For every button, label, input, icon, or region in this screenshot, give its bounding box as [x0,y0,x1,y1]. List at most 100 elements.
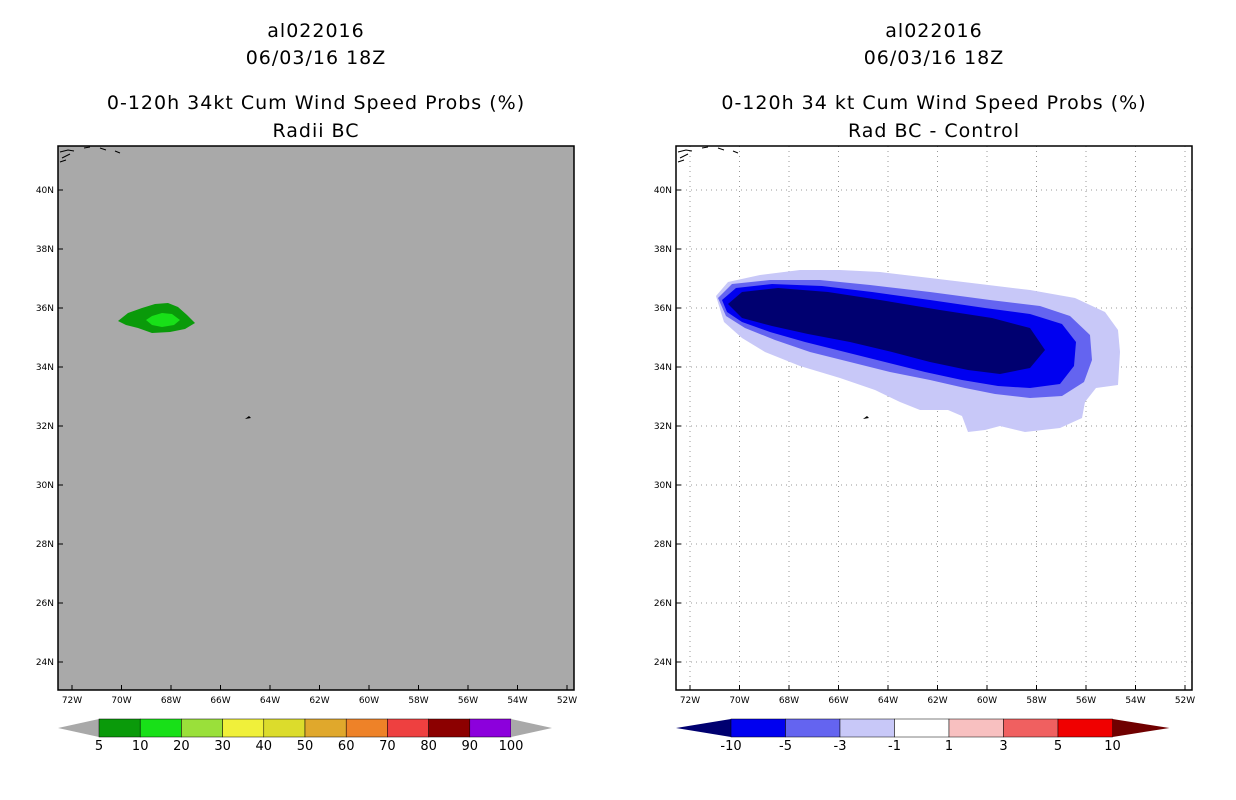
colorbar-label: 3 [999,739,1007,754]
lon-tick-label: 52W [557,696,577,706]
colorbar-label: 1 [945,739,953,754]
lon-tick-label: 54W [507,696,527,706]
lon-tick-label: 72W [62,696,82,706]
right-map: 40N 38N 36N 34N 32N 30N 28N 26N 24N 72W 70W 68W 66W… [654,145,1195,706]
colorbar-box [387,718,429,738]
lon-tick-label: 60W [977,696,997,706]
colorbar-label: 70 [379,739,396,754]
right-subtitle: Rad BC - Control [847,120,1021,142]
lat-tick-label: 34N [654,363,672,373]
colorbar-box [1003,718,1059,738]
lon-tick-label: 52W [1175,696,1195,706]
lon-tick-label: 68W [161,696,181,706]
lat-tick-label: 36N [654,304,672,314]
left-coastline [59,146,121,163]
colorbar-box [948,718,1004,738]
colorbar-label: 30 [214,739,231,754]
lon-tick-label: 58W [1026,696,1046,706]
lat-tick-label: 24N [654,658,672,668]
colorbar-label: -10 [720,739,741,754]
colorbar-box [730,718,786,738]
lon-tick-label: 72W [680,696,700,706]
lat-tick-label: 28N [654,540,672,550]
lon-tick-label: 70W [111,696,131,706]
lat-tick-label: 32N [654,422,672,432]
lat-tick-label: 26N [36,599,54,609]
lat-tick-label: 40N [36,186,54,196]
lon-tick-label: 64W [260,696,280,706]
colorbar-label: 5 [1054,739,1062,754]
colorbar-label: 20 [173,739,190,754]
lon-tick-label: 66W [210,696,230,706]
lon-tick-label: 62W [309,696,329,706]
left-island [245,416,251,419]
right-lat-ticks: 40N 38N 36N 34N 32N 30N 28N 26N 24N [654,186,681,668]
colorbar-box [345,718,388,738]
colorbar-box [469,718,512,738]
colorbar-label: 10 [132,739,149,754]
lat-tick-label: 24N [36,658,54,668]
colorbar-box [222,718,265,738]
lon-tick-label: 58W [408,696,428,706]
colorbar-label: 40 [256,739,273,754]
colorbar-end-left [58,719,99,737]
lon-tick-label: 54W [1125,696,1145,706]
left-title: 0-120h 34kt Cum Wind Speed Probs (%) [106,92,526,114]
lat-tick-label: 40N [654,186,672,196]
left-map-background [58,146,574,690]
colorbar-box [263,718,306,738]
colorbar-label: 80 [420,739,437,754]
lon-tick-label: 56W [458,696,478,706]
left-subtitle: Radii BC [272,120,360,142]
left-lon-ticks: 72W 70W 68W 66W 64W 62W 60W 58W 56W 54W 52W [62,685,577,706]
lat-tick-label: 34N [36,363,54,373]
colorbar-label: -5 [779,739,792,754]
right-datetime: 06/03/16 18Z [863,47,1005,69]
colorbar-box [139,718,182,738]
colorbar-box [894,718,950,738]
lat-tick-label: 28N [36,540,54,550]
colorbar-box [428,718,471,738]
colorbar-label: -1 [888,739,901,754]
right-island [863,416,869,419]
lon-tick-label: 68W [779,696,799,706]
right-title: 0-120h 34 kt Cum Wind Speed Probs (%) [721,92,1147,114]
lon-tick-label: 62W [927,696,947,706]
right-map-frame [675,145,1193,691]
left-datetime: 06/03/16 18Z [245,47,387,69]
right-colorbar: -10 -5 -3 -1 1 3 5 10 [676,718,1170,754]
lat-tick-label: 38N [654,245,672,255]
lon-tick-label: 56W [1076,696,1096,706]
left-storm-id: al022016 [267,20,365,42]
left-lat-ticks: 40N 38N 36N 34N 32N 30N 28N 26N 24N [36,186,63,668]
colorbar-box [785,718,841,738]
lon-tick-label: 66W [828,696,848,706]
colorbar-box [98,718,141,738]
left-map-frame [57,145,575,691]
lat-tick-label: 36N [36,304,54,314]
colorbar-label: -3 [834,739,847,754]
lon-tick-label: 60W [359,696,379,706]
colorbar-box [304,718,347,738]
lat-tick-label: 30N [36,481,54,491]
colorbar-end-right [1112,719,1170,737]
colorbar-end-left [676,719,731,737]
colorbar-label: 10 [1104,739,1121,754]
left-colorbar: 5 10 20 30 40 50 60 70 80 90 100 [58,718,552,754]
colorbar-box [181,718,223,738]
lat-tick-label: 38N [36,245,54,255]
right-diff-area-minus10 [728,288,1045,374]
lat-tick-label: 30N [654,481,672,491]
right-lon-ticks: 72W 70W 68W 66W 64W 62W 60W 58W 56W 54W 52W [680,685,1195,706]
lat-tick-label: 26N [654,599,672,609]
left-map: 40N 38N 36N 34N 32N 30N 28N 26N 24N 72W 70W 68W 66W… [36,145,577,706]
colorbar-label: 5 [95,739,103,754]
lat-tick-label: 32N [36,422,54,432]
right-coastline [677,146,739,163]
left-prob-area-20 [146,313,180,327]
right-storm-id: al022016 [885,20,983,42]
colorbar-label: 60 [338,739,355,754]
colorbar-label: 90 [462,739,479,754]
colorbar-label: 50 [297,739,314,754]
